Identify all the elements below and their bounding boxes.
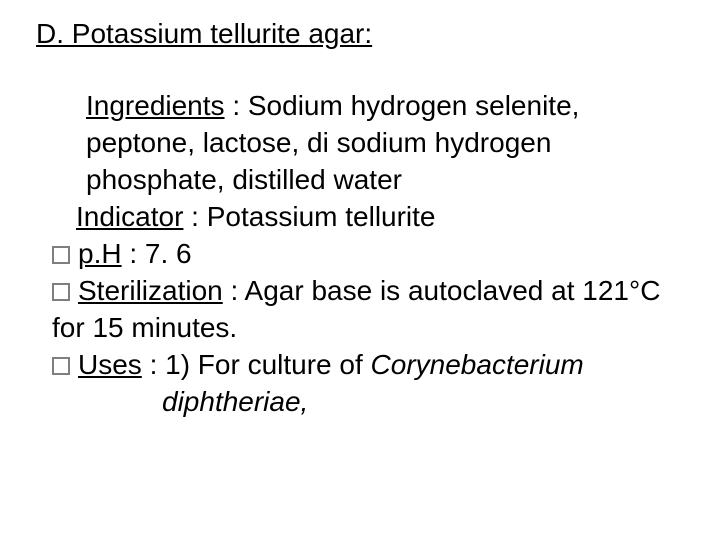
indicator-label: Indicator (76, 201, 183, 232)
bullet-icon (52, 283, 70, 301)
slide-title: D. Potassium tellurite agar: (36, 18, 690, 50)
ph-line: p.H : 7. 6 (52, 236, 690, 273)
ph-label: p.H (78, 238, 122, 269)
uses-label: Uses (78, 349, 142, 380)
sterilization-line: Sterilization : Agar base is autoclaved … (52, 273, 690, 347)
ingredients-label: Ingredients (86, 90, 225, 121)
title-text: D. Potassium tellurite agar: (36, 18, 372, 49)
slide-body: Ingredients : Sodium hydrogen selenite, … (30, 88, 690, 421)
slide: D. Potassium tellurite agar: Ingredients… (0, 0, 720, 540)
bullet-icon (52, 357, 70, 375)
indicator-text: : Potassium tellurite (183, 201, 435, 232)
sterilization-label: Sterilization (78, 275, 223, 306)
uses-italic-1: Corynebacterium (371, 349, 584, 380)
uses-line: Uses : 1) For culture of Corynebacterium (52, 347, 690, 384)
ingredients-line: Ingredients : Sodium hydrogen selenite, … (86, 88, 690, 199)
ph-text: : 7. 6 (122, 238, 192, 269)
bullet-icon (52, 246, 70, 264)
uses-lead: : 1) For culture of (142, 349, 371, 380)
indicator-line: Indicator : Potassium tellurite (76, 199, 690, 236)
uses-line-2: diphtheriae, (52, 384, 690, 421)
uses-italic-2: diphtheriae, (162, 386, 308, 417)
